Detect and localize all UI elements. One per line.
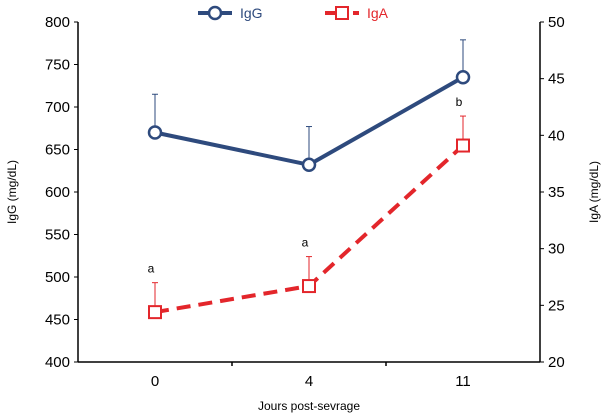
y-left-tick-label: 600 (45, 184, 70, 201)
y-right-tick-label: 50 (548, 14, 565, 31)
legend-label-IgA: IgA (367, 5, 389, 21)
y-left-tick-label: 450 (45, 312, 70, 329)
data-point-IgG (147, 125, 163, 140)
y-right-tick-label: 25 (548, 297, 565, 314)
y-left-tick-label: 800 (45, 14, 70, 31)
y-right-tick-label: 30 (548, 241, 565, 258)
y-left-tick-label: 400 (45, 354, 70, 371)
y-left-tick-label: 500 (45, 269, 70, 286)
marks: a a b (147, 39, 471, 320)
y-right-tick-label: 20 (548, 354, 565, 371)
y-left-tick-label: 750 (45, 57, 70, 74)
legend-marker-IgA (335, 6, 349, 20)
data-point-IgA (456, 138, 470, 153)
significance-label: b (456, 95, 463, 109)
y-right-tick-label: 45 (548, 71, 565, 88)
significance-label: a (148, 262, 155, 276)
x-axis-label: Jours post-sevrage (258, 399, 360, 413)
y-left-tick-label: 650 (45, 142, 70, 159)
data-point-IgG (301, 157, 317, 173)
legend-marker-IgG (207, 5, 223, 21)
legend: IgG IgA (198, 5, 389, 21)
y-left-tick-label: 550 (45, 227, 70, 244)
x-tick-label: 0 (151, 373, 159, 390)
legend-label-IgG: IgG (240, 5, 263, 21)
y-right-tick-label: 40 (548, 127, 565, 144)
y-right-axis-label: IgA (mg/dL) (587, 161, 601, 223)
data-point-IgG (455, 70, 471, 85)
y-left-axis-label: IgG (mg/dL) (5, 160, 19, 224)
x-tick-label: 4 (305, 373, 313, 390)
y-right-tick-label: 35 (548, 184, 565, 201)
data-point-IgA (302, 279, 316, 294)
x-tick-label: 11 (455, 373, 471, 390)
data-point-IgA (148, 305, 162, 320)
y-left-tick-label: 700 (45, 99, 70, 116)
significance-label: a (302, 236, 309, 250)
axes: 4004505005506006507007508002025303540455… (45, 14, 565, 390)
